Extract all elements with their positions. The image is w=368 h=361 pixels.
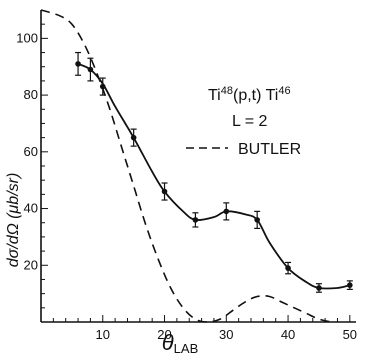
- data-point: [285, 265, 291, 271]
- y-tick-label: 20: [24, 257, 38, 272]
- data-points: [75, 51, 353, 293]
- x-tick-label: 40: [281, 327, 295, 342]
- data-point: [75, 61, 81, 67]
- data-point: [347, 282, 353, 288]
- data-point: [223, 208, 230, 215]
- fit-curve: [77, 63, 351, 290]
- axis-ticks: 10 20 30 40 50 20 40 60 80 100: [16, 23, 357, 342]
- plot-area: 10 20 30 40 50 20 40 60 80 100: [16, 9, 357, 342]
- legend: Ti48(p,t) Ti46 L = 2 BUTLER: [186, 85, 301, 158]
- data-point: [130, 134, 137, 141]
- data-point: [87, 66, 94, 73]
- legend-l-label: L = 2: [232, 113, 268, 130]
- y-tick-label: 40: [24, 201, 38, 216]
- curves: [40, 9, 351, 323]
- x-tick-label: 10: [96, 327, 110, 342]
- x-axis-label: θLAB: [162, 330, 199, 356]
- data-point: [161, 188, 168, 195]
- x-axis-label-main: θ: [162, 330, 174, 355]
- x-tick-label: 20: [157, 327, 171, 342]
- legend-butler-label: BUTLER: [238, 141, 301, 158]
- y-tick-label: 60: [24, 144, 38, 159]
- data-point: [316, 285, 322, 291]
- y-tick-label: 80: [24, 87, 38, 102]
- x-axis-label-subscript: LAB: [174, 341, 199, 356]
- legend-reaction-residual-mass: 46: [278, 85, 290, 97]
- legend-reaction-target-mass: 48: [221, 85, 233, 97]
- x-tick-label: 30: [219, 327, 233, 342]
- legend-reaction-target: Ti: [208, 87, 221, 104]
- legend-reaction-label: Ti48(p,t) Ti46: [208, 85, 291, 104]
- data-point: [254, 217, 260, 223]
- y-axis-label: dσ/dΩ (μb/sr): [5, 173, 22, 268]
- y-tick-label: 100: [16, 30, 38, 45]
- data-point: [99, 83, 106, 90]
- x-tick-label: 50: [343, 327, 357, 342]
- butler-curve: [40, 9, 332, 323]
- data-point: [192, 217, 199, 223]
- legend-reaction-channel: (p,t) Ti: [233, 87, 278, 104]
